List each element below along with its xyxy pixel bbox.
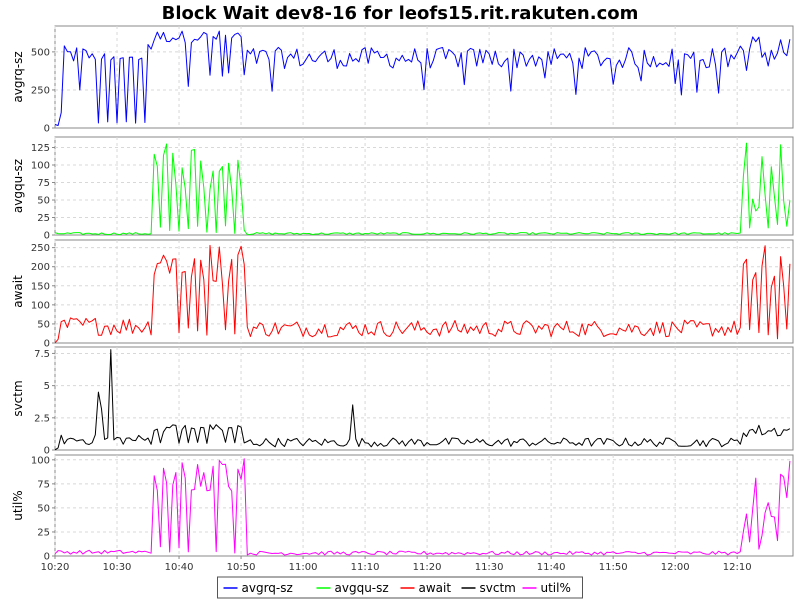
x-tick-label: 10:20	[41, 562, 70, 573]
legend-item-avgqu-sz: avgqu-sz	[316, 581, 389, 595]
y-axis-label: svctm	[11, 380, 25, 416]
y-tick-label: 7.5	[34, 349, 50, 360]
legend-label: await	[419, 581, 452, 595]
x-tick-label: 12:10	[723, 562, 752, 573]
x-tick-label: 10:30	[103, 562, 132, 573]
y-tick-label: 500	[31, 47, 50, 58]
y-tick-label: 2.5	[34, 413, 50, 424]
legend-item-avgrq-sz: avgrq-sz	[223, 581, 293, 595]
y-axis-label: avgqu-sz	[11, 159, 25, 213]
y-axis-label: util%	[11, 490, 25, 520]
y-tick-label: 50	[37, 196, 50, 207]
y-tick-label: 75	[37, 479, 50, 490]
legend-label: avgqu-sz	[335, 581, 389, 595]
y-tick-label: 250	[31, 85, 50, 96]
y-axis-label: avgrq-sz	[11, 51, 25, 102]
plot-area	[54, 25, 794, 129]
y-axis-label: await	[11, 275, 25, 308]
panel-await: 0 50 100 150 200 250 await	[11, 239, 794, 350]
y-tick-label: 5	[44, 381, 50, 392]
legend-box	[217, 576, 583, 599]
x-tick-label: 12:00	[661, 562, 690, 573]
legend-label: svctm	[480, 581, 516, 595]
y-tick-label: 50	[37, 503, 50, 514]
x-axis: 10:20 10:30 10:40 10:50 11:00 11:10 11:20 11:30…	[41, 556, 752, 573]
x-tick-label: 11:40	[537, 562, 566, 573]
plot-area	[54, 239, 794, 344]
y-tick-label: 125	[31, 143, 50, 154]
panel-svctm: 0 2.5 5 7.5 svctm	[11, 346, 794, 457]
y-tick-label: 25	[37, 527, 50, 538]
y-tick-label: 0	[44, 339, 50, 350]
legend-item-svctm: svctm	[461, 581, 516, 595]
panel-avgrq-sz: 0 250 500 avgrq-sz	[11, 25, 794, 135]
y-tick-label: 100	[31, 161, 50, 172]
x-tick-label: 10:40	[165, 562, 194, 573]
x-tick-label: 11:50	[599, 562, 628, 573]
x-tick-label: 11:20	[413, 562, 442, 573]
legend: avgrq-sz avgqu-sz await svctm util%	[217, 576, 583, 599]
y-tick-label: 25	[37, 213, 50, 224]
legend-item-utilpct: util%	[522, 581, 571, 595]
x-tick-label: 10:50	[227, 562, 256, 573]
x-tick-label: 11:30	[475, 562, 504, 573]
y-tick-label: 0	[44, 124, 50, 135]
series-line-svctm	[54, 349, 791, 451]
y-tick-label: 200	[31, 262, 50, 273]
panel-utilpct: 0 25 50 75 100 util%	[11, 454, 794, 563]
y-tick-label: 0	[44, 446, 50, 457]
panel-avgqu-sz: 0 25 50 75 100 125 avgqu-sz	[11, 136, 794, 242]
x-tick-label: 11:10	[351, 562, 380, 573]
series-line-avgrq-sz	[54, 30, 791, 126]
plot-area	[54, 346, 794, 451]
y-tick-label: 75	[37, 178, 50, 189]
x-tick-label: 11:00	[289, 562, 318, 573]
y-tick-label: 100	[31, 300, 50, 311]
legend-item-await: await	[400, 581, 452, 595]
y-tick-label: 150	[31, 281, 50, 292]
y-tick-label: 50	[37, 319, 50, 330]
series-line-avgqu-sz	[54, 142, 791, 236]
y-tick-label: 0	[44, 231, 50, 242]
series-line-utilpct	[54, 458, 791, 556]
series-line-await	[54, 244, 791, 344]
plot-area	[54, 136, 794, 236]
y-tick-label: 250	[31, 243, 50, 254]
chart-panels: 0250500avgrq-sz0255075100125avgqu-sz0501…	[11, 25, 794, 563]
plot-area	[54, 454, 794, 557]
legend-label: util%	[541, 581, 571, 595]
chart-title: Block Wait dev8-16 for leofs15.rit.rakut…	[162, 3, 639, 24]
legend-label: avgrq-sz	[242, 581, 293, 595]
y-tick-label: 0	[44, 552, 50, 563]
y-tick-label: 100	[31, 455, 50, 466]
